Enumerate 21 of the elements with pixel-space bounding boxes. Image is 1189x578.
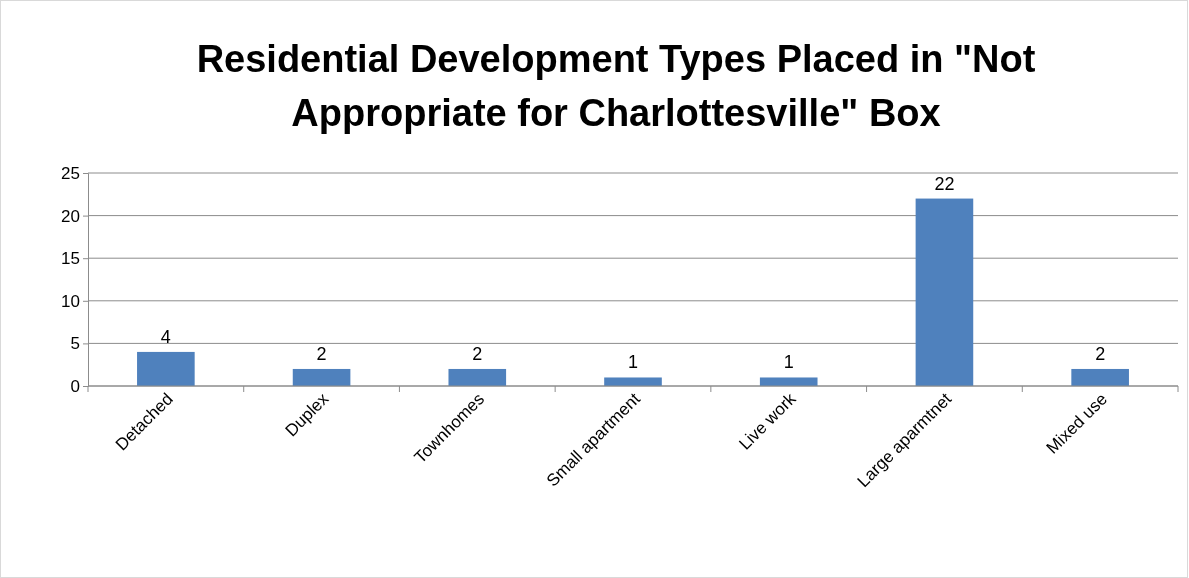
y-tick-label: 15 [61,249,80,269]
bar [915,198,974,386]
bar [137,351,195,386]
bar [759,377,818,386]
bar [448,368,507,386]
data-label: 2 [1095,343,1106,364]
data-label: 4 [160,326,171,347]
y-tick-label: 20 [61,206,80,226]
y-tick-label: 10 [61,291,80,311]
chart-title: Residential Development Types Placed in "Not Appropriate for Charlottesville" Box [196,38,1036,134]
data-label: 1 [627,352,639,373]
bar [292,368,351,386]
bar [604,377,662,386]
y-tick-label: 25 [61,163,80,183]
data-label: 22 [934,173,955,194]
bar [1071,368,1129,386]
y-tick-label: 5 [70,334,80,354]
y-tick-label: 0 [70,376,80,396]
data-label: 2 [316,343,327,364]
data-label: 2 [472,343,483,364]
data-label: 1 [783,352,794,373]
